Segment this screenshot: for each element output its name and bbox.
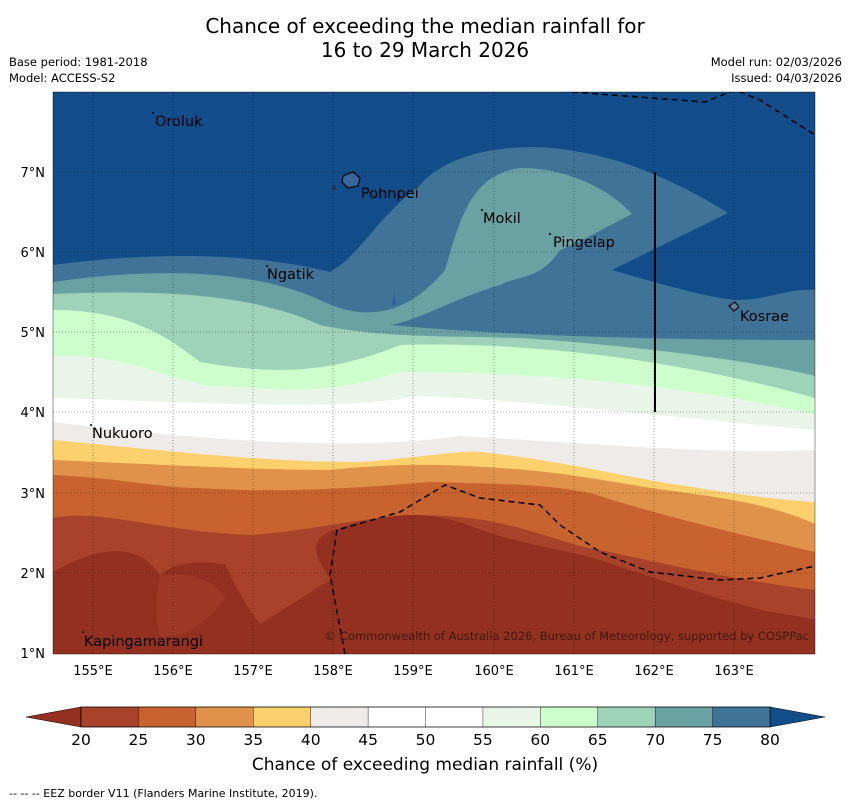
lat-tick-label: 3°N: [21, 487, 46, 502]
eez-footnote: -- -- -- EEZ border V11 (Flanders Marine…: [9, 787, 318, 800]
colorbar-tick-label: 40: [301, 731, 321, 749]
colorbar-segment: [540, 706, 599, 728]
place-markers: [82, 112, 551, 633]
model-name: Model: ACCESS-S2: [9, 71, 116, 85]
place-labels: Oroluk Pohnpei Mokil Pingelap Ngatik Kos…: [84, 114, 789, 650]
colorbar-segment: [253, 706, 312, 728]
lon-tick-label: 159°E: [393, 664, 433, 679]
colorbar-outline: [80, 706, 771, 728]
colorbar-tick-label: 45: [358, 731, 378, 749]
colorbar-tick-label: 50: [416, 731, 436, 749]
lon-tick-label: 158°E: [313, 664, 353, 679]
place-label-mokil: Mokil: [483, 211, 521, 227]
lon-tick-label: 162°E: [634, 664, 674, 679]
colorbar-tick-label: 25: [129, 731, 149, 749]
lat-tick-label: 6°N: [21, 246, 46, 261]
lat-tick-label: 2°N: [21, 567, 46, 582]
lon-tick-label: 161°E: [554, 664, 594, 679]
place-label-ngatik: Ngatik: [267, 267, 315, 283]
chart-title-line1: Chance of exceeding the median rainfall …: [205, 14, 645, 38]
colorbar: [25, 706, 826, 728]
place-label-kosrae: Kosrae: [740, 309, 789, 325]
lon-tick-label: 160°E: [474, 664, 514, 679]
colorbar-low-extension: [25, 706, 82, 728]
lat-tick-label: 1°N: [21, 647, 46, 662]
lon-tick-label: 163°E: [714, 664, 754, 679]
lon-tick-label: 155°E: [73, 664, 113, 679]
colorbar-segment: [138, 706, 197, 728]
colorbar-segment: [712, 706, 771, 728]
place-label-pohnpei: Pohnpei: [361, 186, 419, 202]
kosrae-island-shape: [728, 301, 740, 312]
colorbar-tick-label: 55: [473, 731, 493, 749]
colorbar-tick-label: 35: [243, 731, 263, 749]
place-label-nukuoro: Nukuoro: [92, 426, 153, 442]
colorbar-ticks: 20 25 30 35 40 45 50 55 60 65 70 75 80: [71, 731, 780, 749]
colorbar-segment: [367, 706, 427, 728]
colorbar-segment: [597, 706, 656, 728]
colorbar-tick-label: 20: [71, 731, 91, 749]
eez-border: [329, 92, 815, 654]
colorbar-tick-label: 75: [703, 731, 723, 749]
rainfall-probability-field: [53, 92, 815, 654]
colorbar-segment: [425, 706, 484, 728]
lon-tick-label: 156°E: [153, 664, 193, 679]
colorbar-segment: [310, 706, 369, 728]
lat-tick-label: 5°N: [21, 326, 46, 341]
place-label-pingelap: Pingelap: [553, 235, 615, 251]
lat-tick-label: 7°N: [21, 166, 46, 181]
colorbar-segment: [195, 706, 254, 728]
colorbar-segment: [80, 706, 139, 728]
lake-feature-shape: [392, 292, 396, 305]
copyright-notice: © Commonwealth of Australia 2026, Bureau…: [325, 629, 809, 643]
place-label-kapingamarangi: Kapingamarangi: [84, 634, 203, 650]
colorbar-segment: [482, 706, 541, 728]
colorbar-segment: [654, 706, 714, 728]
colorbar-label: Chance of exceeding median rainfall (%): [251, 755, 599, 775]
colorbar-tick-label: 65: [588, 731, 608, 749]
colorbar-tick-label: 30: [186, 731, 206, 749]
base-period: Base period: 1981-2018: [9, 55, 148, 69]
place-label-oroluk: Oroluk: [155, 114, 203, 130]
map-frame: [52, 91, 816, 655]
colorbar-tick-label: 80: [760, 731, 780, 749]
chart-title-line2: 16 to 29 March 2026: [320, 38, 530, 62]
ant-atoll-shape: [332, 185, 336, 191]
pohnpei-island-shape: [341, 171, 361, 189]
issued-date: Issued: 04/03/2026: [731, 71, 842, 85]
lon-tick-label: 157°E: [233, 664, 273, 679]
colorbar-tick-label: 60: [530, 731, 550, 749]
colorbar-tick-label: 70: [645, 731, 665, 749]
longitude-axis: 155°E 156°E 157°E 158°E 159°E 160°E 161°…: [73, 664, 754, 679]
colorbar-high-extension: [769, 706, 826, 728]
latitude-axis: 7°N 6°N 5°N 4°N 3°N 2°N 1°N: [21, 166, 46, 662]
model-run: Model run: 02/03/2026: [710, 55, 842, 69]
lat-tick-label: 4°N: [21, 406, 46, 421]
